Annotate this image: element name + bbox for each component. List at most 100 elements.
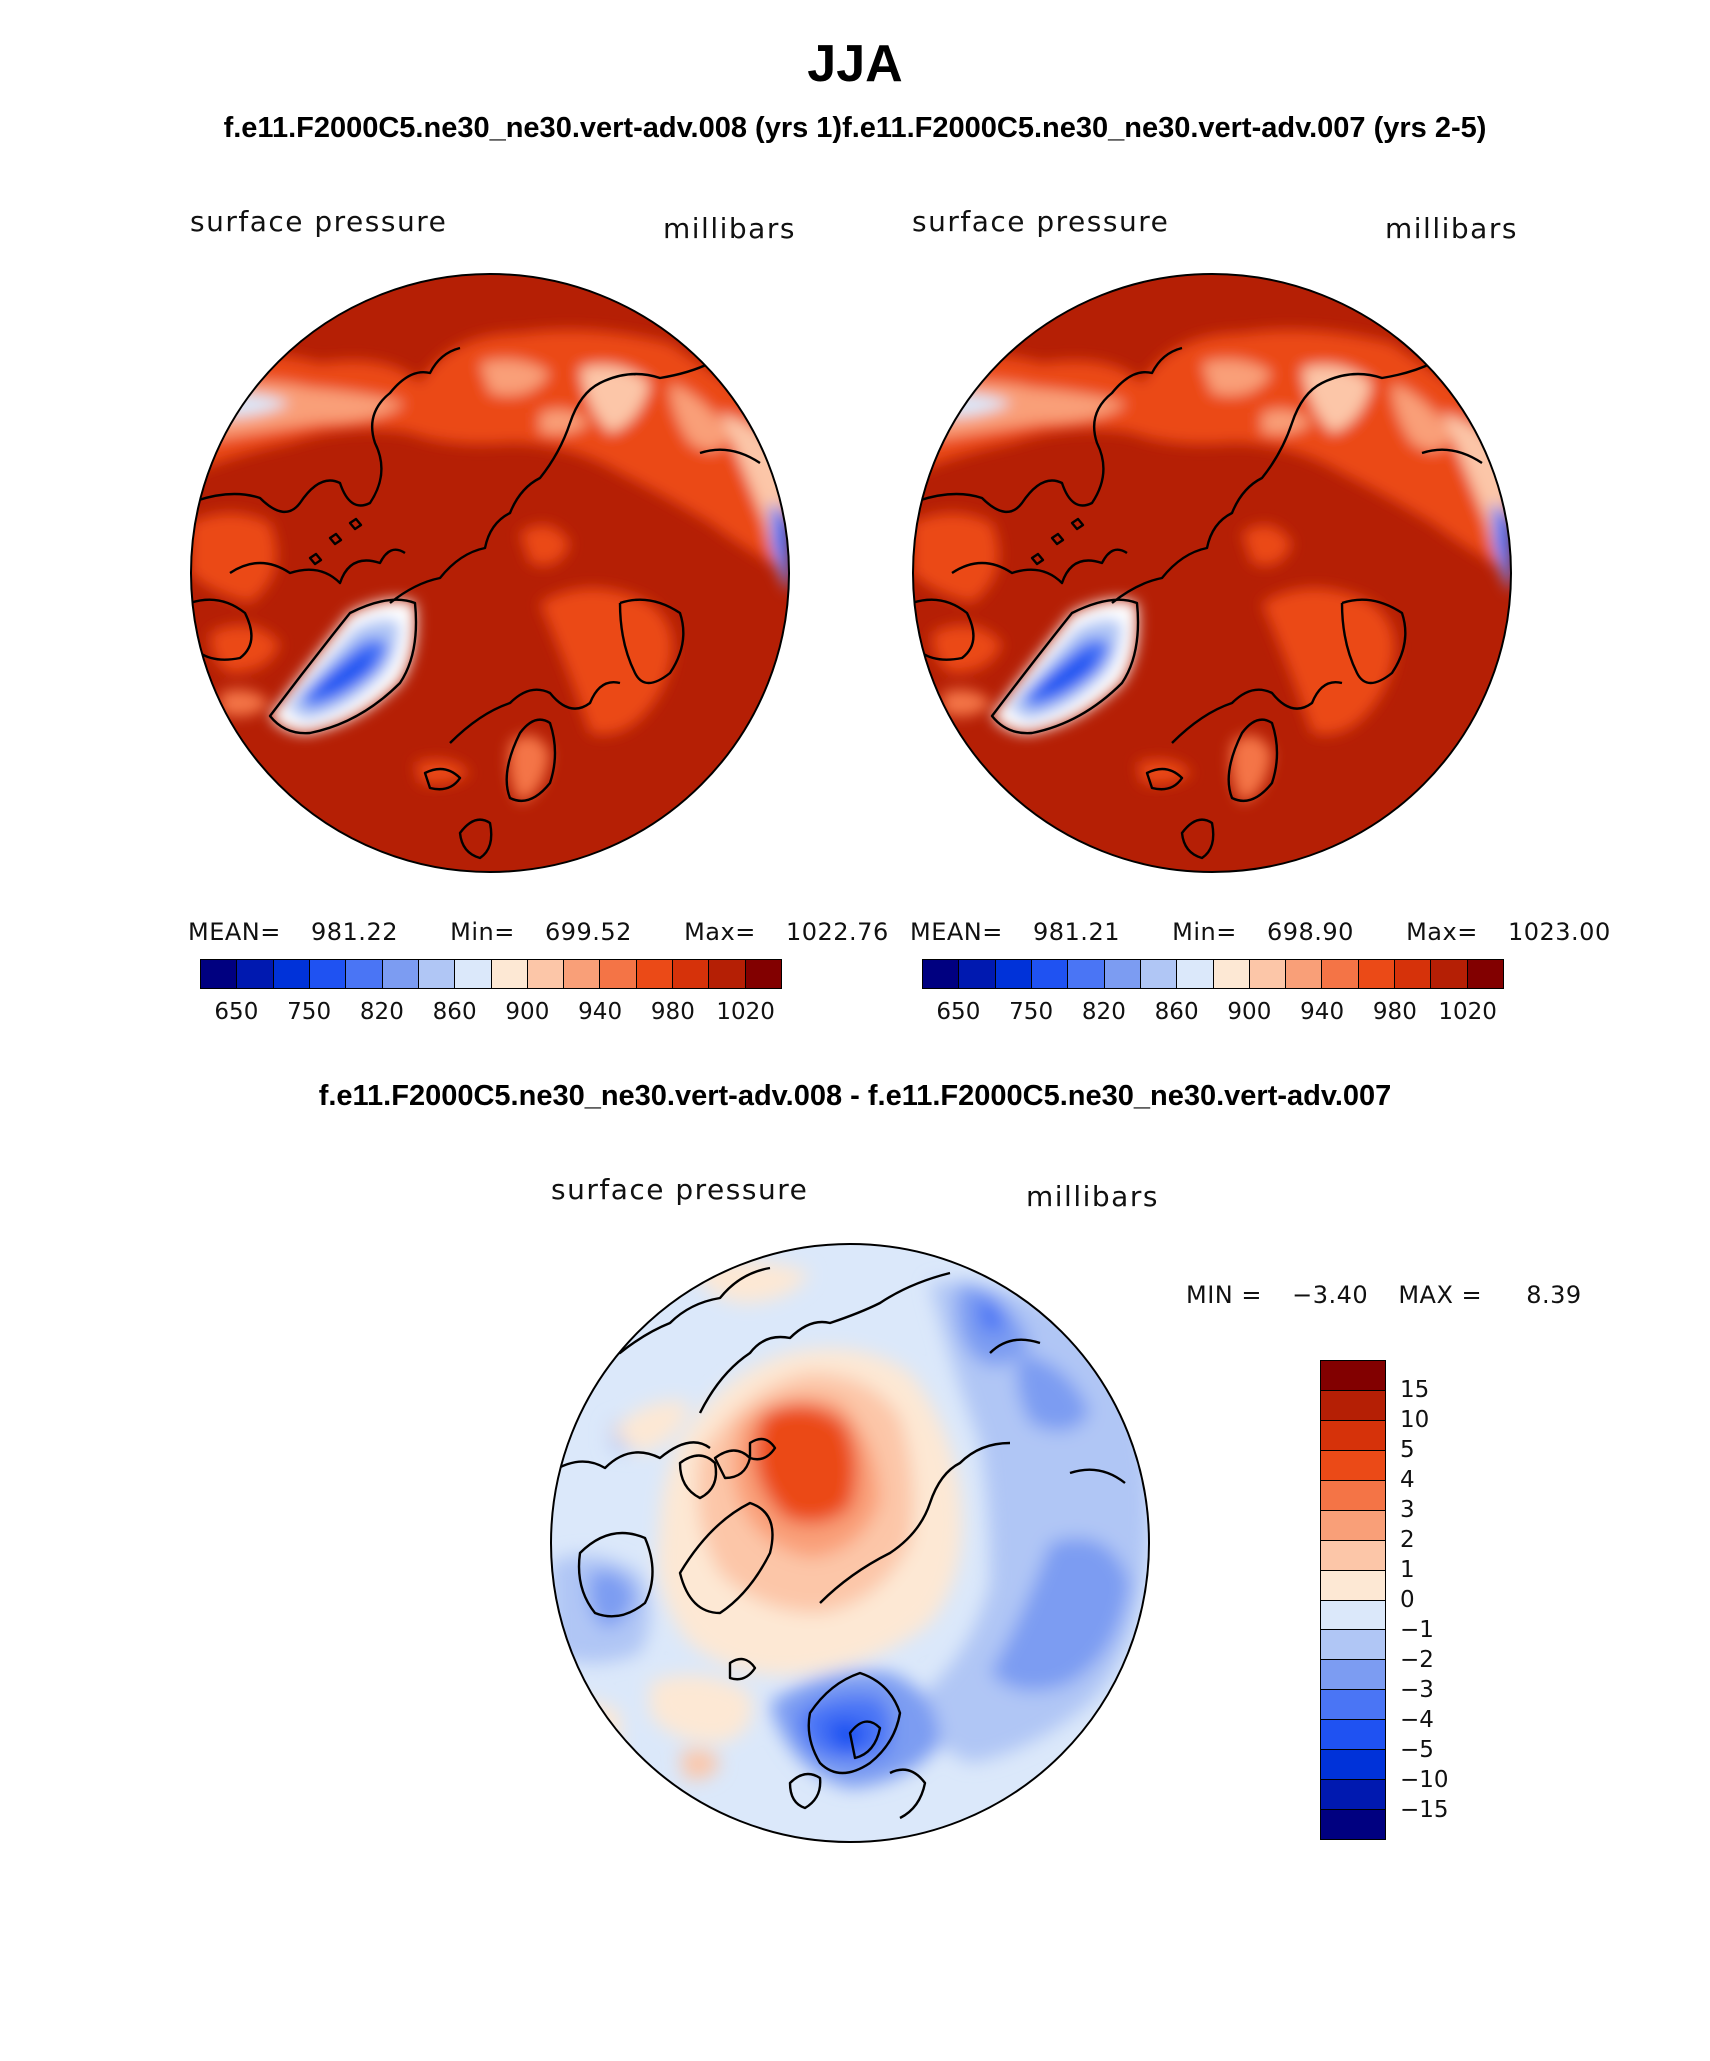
- panel1-colorbar-tick-label: 940: [578, 999, 623, 1025]
- diff-max-value: 8.39: [1526, 1281, 1582, 1309]
- panel2-colorbar-tick-label: 980: [1372, 999, 1417, 1025]
- diff-colorbar-box: [1321, 1630, 1385, 1661]
- diff-colorbar-tick-label: 4: [1400, 1467, 1415, 1493]
- panel2-units-label: millibars: [1385, 212, 1518, 245]
- panel1-max-label: Max=: [684, 918, 756, 946]
- panel2-colorbar-box: [1140, 960, 1178, 988]
- diff-colorbar-tick-label: 15: [1400, 1377, 1430, 1403]
- diff-units-label: millibars: [1026, 1180, 1159, 1213]
- diff-colorbar-tick-label: −3: [1400, 1677, 1434, 1703]
- panel2-mean-value: 981.21: [1033, 918, 1120, 946]
- diff-colorbar-box: [1321, 1570, 1385, 1601]
- panel1-colorbar-box: [709, 960, 746, 988]
- panel2-colorbar-box: [1431, 960, 1468, 988]
- panel2-colorbar-tick-label: 900: [1227, 999, 1272, 1025]
- diff-colorbar-box: [1321, 1750, 1385, 1781]
- diff-colorbar-tick-label: 2: [1400, 1527, 1415, 1553]
- diff-min-label: MIN =: [1186, 1281, 1262, 1309]
- panel2-polar-map: [912, 273, 1512, 873]
- diff-colorbar-box: [1321, 1780, 1385, 1811]
- diff-colorbar-box: [1321, 1600, 1385, 1631]
- panel2-colorbar-tick-label: 940: [1300, 999, 1345, 1025]
- diff-colorbar-box: [1321, 1450, 1385, 1481]
- diff-max-label: MAX =: [1398, 1281, 1483, 1309]
- diff-colorbar-tick-label: 1: [1400, 1557, 1415, 1583]
- panel1-colorbar-tick-label: 1020: [716, 999, 775, 1025]
- panel1-colorbar-box: [491, 960, 528, 988]
- diff-colorbar-tick-label: −5: [1400, 1737, 1434, 1763]
- panel1-colorbar-box: [527, 960, 565, 988]
- diff-colorbar-tick-label: −4: [1400, 1707, 1434, 1733]
- panel1-colorbar-tick-label: 820: [359, 999, 404, 1025]
- diff-colorbar-box: [1321, 1690, 1385, 1721]
- panel2-colorbar-box: [1467, 960, 1503, 988]
- panel1-colorbar-box: [309, 960, 347, 988]
- panel2-min-value: 698.90: [1266, 918, 1354, 946]
- diff-colorbar-tick-label: −10: [1400, 1767, 1449, 1793]
- panel1-polar-map: [190, 273, 790, 873]
- panel2-colorbar-box: [995, 960, 1032, 988]
- panel2-colorbar-box: [1322, 960, 1359, 988]
- panel1-colorbar-box: [745, 960, 781, 988]
- diff-colorbar-tick-label: −1: [1400, 1617, 1434, 1643]
- diff-colorbar-box: [1321, 1720, 1385, 1751]
- difference-title: f.e11.F2000C5.ne30_ne30.vert-adv.008 - f…: [318, 1080, 1392, 1112]
- panel2-colorbar-box: [1286, 960, 1323, 988]
- difference-polar-map: [550, 1243, 1150, 1843]
- diff-colorbar-box: [1321, 1361, 1385, 1391]
- panel2-colorbar-box: [1068, 960, 1105, 988]
- panel2-colorbar-box: [1358, 960, 1396, 988]
- panel1-colorbar: [200, 959, 782, 989]
- diff-colorbar-box: [1321, 1660, 1385, 1691]
- panel2-colorbar-box: [1104, 960, 1141, 988]
- panel2-max-label: Max=: [1406, 918, 1478, 946]
- panel1-colorbar-box: [636, 960, 674, 988]
- panel1-colorbar-tick-label: 980: [650, 999, 695, 1025]
- diff-colorbar-box: [1321, 1480, 1385, 1511]
- diff-colorbar-ticks: 15 10 5 4 3 2 1 0 −1 −2 −3 −4 −5 −10 −15: [1400, 1360, 1480, 1840]
- diff-colorbar-tick-label: −15: [1400, 1797, 1449, 1823]
- panel1-colorbar-box: [382, 960, 419, 988]
- panel1-colorbar-tick-label: 750: [287, 999, 332, 1025]
- season-title: JJA: [807, 35, 903, 93]
- panel1-colorbar-box: [346, 960, 383, 988]
- panel2-colorbar-box: [959, 960, 996, 988]
- panel2-colorbar-box: [1249, 960, 1287, 988]
- panel2-colorbar-tick-label: 820: [1081, 999, 1126, 1025]
- panel1-colorbar-ticks: 650 750 820 860 900 940 980 1020: [200, 999, 782, 1029]
- panel1-colorbar-tick-label: 860: [432, 999, 477, 1025]
- diff-colorbar-box: [1321, 1420, 1385, 1451]
- diff-colorbar-tick-label: 0: [1400, 1587, 1415, 1613]
- panel2-mean-label: MEAN=: [910, 918, 1003, 946]
- diff-colorbar-tick-label: 5: [1400, 1437, 1415, 1463]
- panel2-colorbar-box: [1031, 960, 1069, 988]
- panel2-variable-label: surface pressure: [912, 205, 1170, 238]
- panel2-colorbar-tick-label: 860: [1154, 999, 1199, 1025]
- diff-colorbar-box: [1321, 1810, 1385, 1839]
- panel1-colorbar-box: [237, 960, 274, 988]
- panel1-min-value: 699.52: [544, 918, 632, 946]
- panel1-colorbar-tick-label: 650: [214, 999, 259, 1025]
- diff-colorbar-tick-label: −2: [1400, 1647, 1434, 1673]
- panel2-colorbar-tick-label: 650: [936, 999, 981, 1025]
- panel2-colorbar-tick-label: 1020: [1438, 999, 1497, 1025]
- panel1-colorbar-tick-label: 900: [505, 999, 550, 1025]
- panel1-colorbar-box: [273, 960, 310, 988]
- panel2-stats: MEAN= 981.21 Min= 698.90 Max= 1023.00: [910, 918, 1655, 946]
- panel2-min-label: Min=: [1172, 918, 1237, 946]
- panel1-mean-value: 981.22: [311, 918, 398, 946]
- diff-colorbar-tick-label: 10: [1400, 1407, 1430, 1433]
- panel2-max-value: 1023.00: [1507, 918, 1611, 946]
- panel1-mean-label: MEAN=: [188, 918, 281, 946]
- diff-colorbar-box: [1321, 1510, 1385, 1541]
- panel2-colorbar-box: [1395, 960, 1432, 988]
- panel1-colorbar-box: [564, 960, 601, 988]
- panel2-colorbar-tick-label: 750: [1009, 999, 1054, 1025]
- panel2-colorbar: [922, 959, 1504, 989]
- panel1-colorbar-box: [455, 960, 492, 988]
- panel2-colorbar-box: [1213, 960, 1250, 988]
- diff-min-value: −3.40: [1292, 1281, 1369, 1309]
- panel1-variable-label: surface pressure: [190, 205, 448, 238]
- panel1-colorbar-box: [418, 960, 456, 988]
- diff-colorbar-tick-label: 3: [1400, 1497, 1415, 1523]
